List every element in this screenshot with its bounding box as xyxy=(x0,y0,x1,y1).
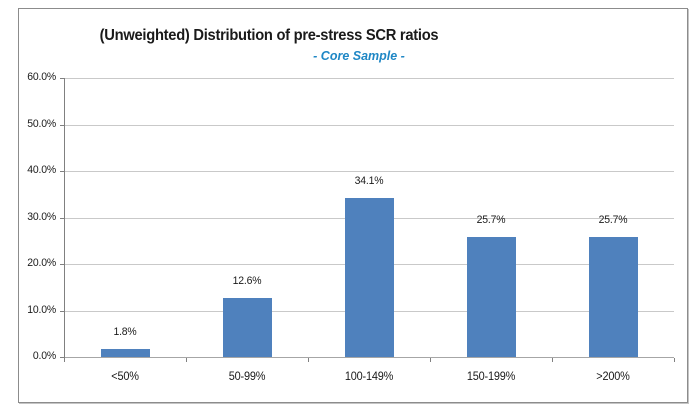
y-axis-tick xyxy=(60,171,64,172)
y-axis-tick xyxy=(60,78,64,79)
x-axis-category-label: <50% xyxy=(111,371,139,383)
x-axis-tick xyxy=(552,358,553,362)
gridline xyxy=(64,124,674,126)
x-axis-tick xyxy=(308,358,309,362)
bar-value-label: 34.1% xyxy=(354,175,384,187)
y-axis-tick xyxy=(60,310,64,312)
gridline xyxy=(64,171,674,172)
y-axis-tick-label: 30.0% xyxy=(27,210,56,223)
chart-title: (Unweighted) Distribution of pre-stress … xyxy=(99,27,439,44)
y-axis-tick-label: 60.0% xyxy=(27,71,56,83)
bar xyxy=(100,349,150,357)
bar xyxy=(466,237,516,357)
bar-value-label: 25.7% xyxy=(476,214,506,226)
chart-subtitle: - Core Sample - xyxy=(313,49,405,63)
x-axis-tick xyxy=(186,358,187,362)
y-axis-tick-label: 40.0% xyxy=(27,164,56,176)
y-axis-tick xyxy=(60,264,64,265)
y-axis-line xyxy=(64,78,65,361)
y-axis-tick xyxy=(60,357,64,358)
x-axis-line xyxy=(64,357,674,358)
chart-frame: (Unweighted) Distribution of pre-stress … xyxy=(18,8,688,403)
x-axis-category-label: >200% xyxy=(596,371,630,383)
x-axis-tick xyxy=(430,358,431,362)
y-axis-tick-label: 50.0% xyxy=(27,117,56,130)
bar-value-label: 25.7% xyxy=(598,214,628,226)
x-axis-category-label: 150-199% xyxy=(466,371,516,383)
x-axis-category-label: 50-99% xyxy=(228,371,266,383)
bar-value-label: 12.6% xyxy=(232,275,262,287)
bar xyxy=(344,198,394,357)
y-axis-tick-label: 10.0% xyxy=(27,303,56,316)
bar xyxy=(588,237,638,357)
x-axis-tick xyxy=(64,358,65,362)
gridline xyxy=(64,78,674,79)
x-axis-tick xyxy=(674,358,675,362)
plot-area: 0.0% 10.0% 20.0% 30.0% 40.0% 50.0% 60.0% 1.8% <5… xyxy=(19,9,687,402)
x-axis-category-label: 100-149% xyxy=(344,371,394,383)
y-axis-tick-label: 20.0% xyxy=(27,257,56,269)
y-axis-tick xyxy=(60,124,64,126)
y-axis-tick-label: 0.0% xyxy=(32,350,56,362)
bar-value-label: 1.8% xyxy=(113,326,137,338)
y-axis-tick xyxy=(60,217,64,219)
bar xyxy=(222,298,272,357)
